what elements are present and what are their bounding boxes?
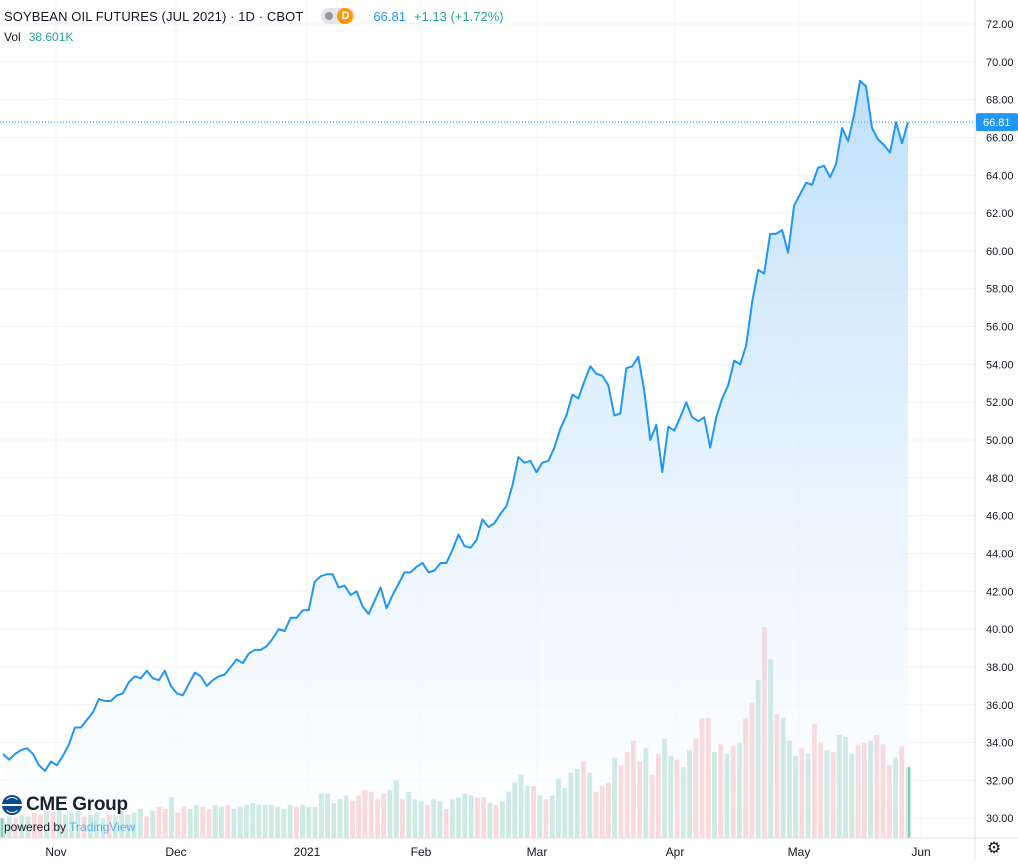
gear-icon[interactable]: ⚙ [986,840,1002,857]
last-price-label-bg [976,113,1018,132]
y-tick-label: 72.00 [986,19,1014,31]
y-tick-label: 48.00 [986,473,1014,485]
y-tick-label: 34.00 [986,738,1014,750]
y-tick-label: 46.00 [986,511,1014,523]
chart-header: SOYBEAN OIL FUTURES (JUL 2021) · 1D · CB… [4,6,504,26]
y-tick-label: 44.00 [986,548,1014,560]
y-tick-label: 40.00 [986,624,1014,636]
x-tick-label: Feb [411,845,432,859]
x-tick-label: Dec [165,845,186,859]
y-tick-label: 68.00 [986,95,1014,107]
y-tick-label: 50.00 [986,435,1014,447]
y-tick-label: 30.00 [986,813,1014,825]
y-tick-label: 62.00 [986,208,1014,220]
price-area-fill [3,80,908,839]
volume-legend: Vol 38.601K [4,30,73,44]
y-tick-label: 64.00 [986,170,1014,182]
y-tick-label: 58.00 [986,284,1014,296]
x-tick-label: Mar [527,845,548,859]
y-tick-label: 70.00 [986,57,1014,69]
interval-toggle[interactable]: D [321,8,356,24]
last-price: 66.81 [373,8,406,24]
y-tick-label: 66.00 [986,132,1014,144]
interval-badge[interactable]: D [337,8,354,24]
volume-value: 38.601K [28,30,74,44]
volume-bar [0,818,6,838]
price-change: +1.13 (+1.72%) [413,8,504,24]
symbol-title: SOYBEAN OIL FUTURES (JUL 2021) · 1D · CB… [4,8,304,24]
price-area [2,79,909,839]
y-tick-label: 36.00 [986,700,1014,712]
y-tick-label: 32.00 [986,775,1014,787]
cme-logo[interactable]: CME Group [2,794,128,816]
tradingview-brand: TradingView [69,820,136,834]
x-tick-label: May [788,845,811,859]
y-tick-label: 60.00 [986,246,1014,258]
last-price-label: 66.81 [983,117,1011,129]
powered-by-label: powered by [4,820,67,834]
y-tick-label: 52.00 [986,397,1014,409]
x-tick-label: 2021 [294,845,321,859]
powered-by[interactable]: powered by TradingView [4,820,135,834]
brand-name: CME Group [26,794,128,815]
x-tick-label: Apr [666,845,685,859]
x-tick-label: Nov [45,845,66,859]
y-tick-label: 38.00 [986,662,1014,674]
volume-label: Vol [4,30,21,44]
price-line [2,79,909,772]
y-tick-label: 42.00 [986,586,1014,598]
y-tick-label: 56.00 [986,322,1014,334]
toggle-dot-icon [325,12,334,20]
x-tick-label: Jun [911,845,930,859]
time-axis[interactable]: Nov Dec 2021 Feb Mar Apr May Jun [45,845,930,859]
last-price-line: 66.81 [0,113,1018,132]
globe-icon [2,795,22,815]
y-tick-label: 54.00 [986,359,1014,371]
